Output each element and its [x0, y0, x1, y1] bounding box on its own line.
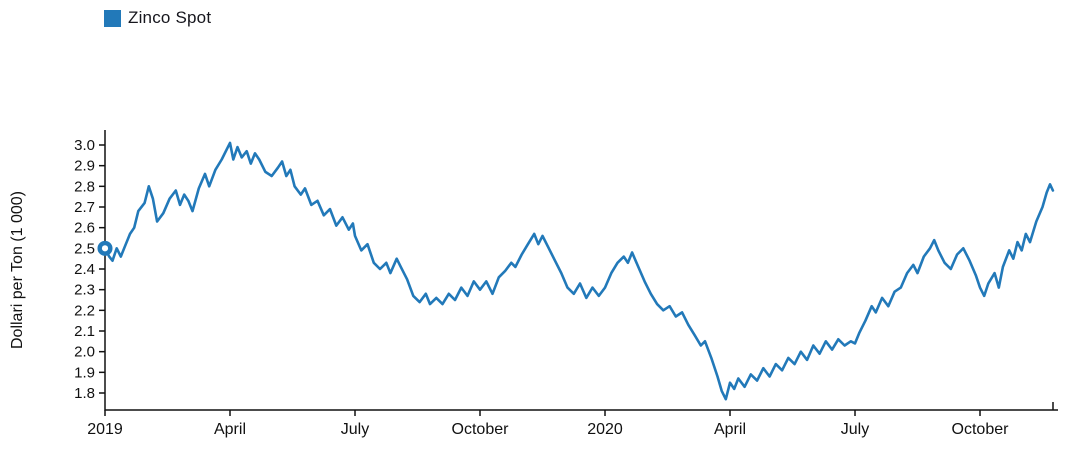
y-tick-label: 2.2 — [74, 302, 95, 319]
x-tick-label: October — [952, 421, 1010, 438]
y-tick-label: 2.9 — [74, 158, 95, 175]
y-tick-label: 3.0 — [74, 137, 95, 154]
legend-label: Zinco Spot — [128, 8, 212, 27]
y-tick-label: 1.8 — [74, 385, 95, 402]
x-tick-label: October — [452, 421, 510, 438]
y-tick-label: 1.9 — [74, 364, 95, 381]
x-tick-label: 2019 — [87, 421, 123, 438]
legend-item-zinco-spot[interactable]: Zinco Spot — [104, 8, 211, 28]
x-tick-label: 2020 — [587, 421, 623, 438]
y-tick-label: 2.8 — [74, 178, 95, 195]
x-tick-label: July — [841, 421, 869, 438]
first-point-marker-hole — [101, 245, 109, 252]
y-tick-label: 2.1 — [74, 323, 95, 340]
y-tick-label: 2.4 — [74, 261, 95, 278]
y-tick-label: 2.3 — [74, 282, 95, 299]
y-tick-label: 2.0 — [74, 344, 95, 361]
x-tick-label: April — [214, 421, 246, 438]
y-tick-label: 2.6 — [74, 220, 95, 237]
legend-swatch-icon — [104, 9, 121, 27]
y-tick-label: 2.5 — [74, 240, 95, 257]
x-tick-label: July — [341, 421, 369, 438]
x-tick-label: April — [714, 421, 746, 438]
price-line — [103, 141, 1055, 401]
y-tick-label: 2.7 — [74, 199, 95, 216]
